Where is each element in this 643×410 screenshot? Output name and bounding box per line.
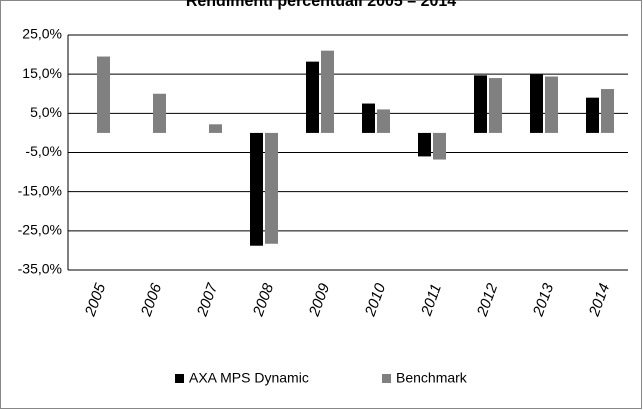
legend-label: Benchmark xyxy=(396,370,468,386)
bar xyxy=(545,76,558,133)
y-tick-label: -35,0% xyxy=(18,261,62,277)
legend-swatch xyxy=(175,374,184,383)
bar xyxy=(601,89,614,133)
legend-swatch xyxy=(382,374,391,383)
bar xyxy=(530,74,543,133)
y-tick-label: -25,0% xyxy=(18,222,62,238)
y-tick-label: -15,0% xyxy=(18,182,62,198)
bar xyxy=(97,56,110,133)
bar xyxy=(153,93,166,133)
y-tick-label: 15,0% xyxy=(22,65,62,81)
y-tick-label: 25,0% xyxy=(22,26,62,42)
bar xyxy=(586,97,599,133)
bar xyxy=(433,132,446,160)
y-tick-label: -5,0% xyxy=(25,143,62,159)
chart-title: Rendimenti percentuali 2005 – 2014 xyxy=(186,0,456,10)
bar xyxy=(306,61,319,133)
bar xyxy=(209,124,222,133)
bar xyxy=(489,78,502,133)
bar xyxy=(250,132,263,246)
bar xyxy=(362,103,375,133)
legend-label: AXA MPS Dynamic xyxy=(189,370,309,386)
bar xyxy=(321,50,334,133)
y-tick-label: 5,0% xyxy=(30,104,62,120)
bar xyxy=(418,132,431,157)
bar xyxy=(474,75,487,133)
bar xyxy=(377,109,390,133)
bar xyxy=(265,132,278,244)
